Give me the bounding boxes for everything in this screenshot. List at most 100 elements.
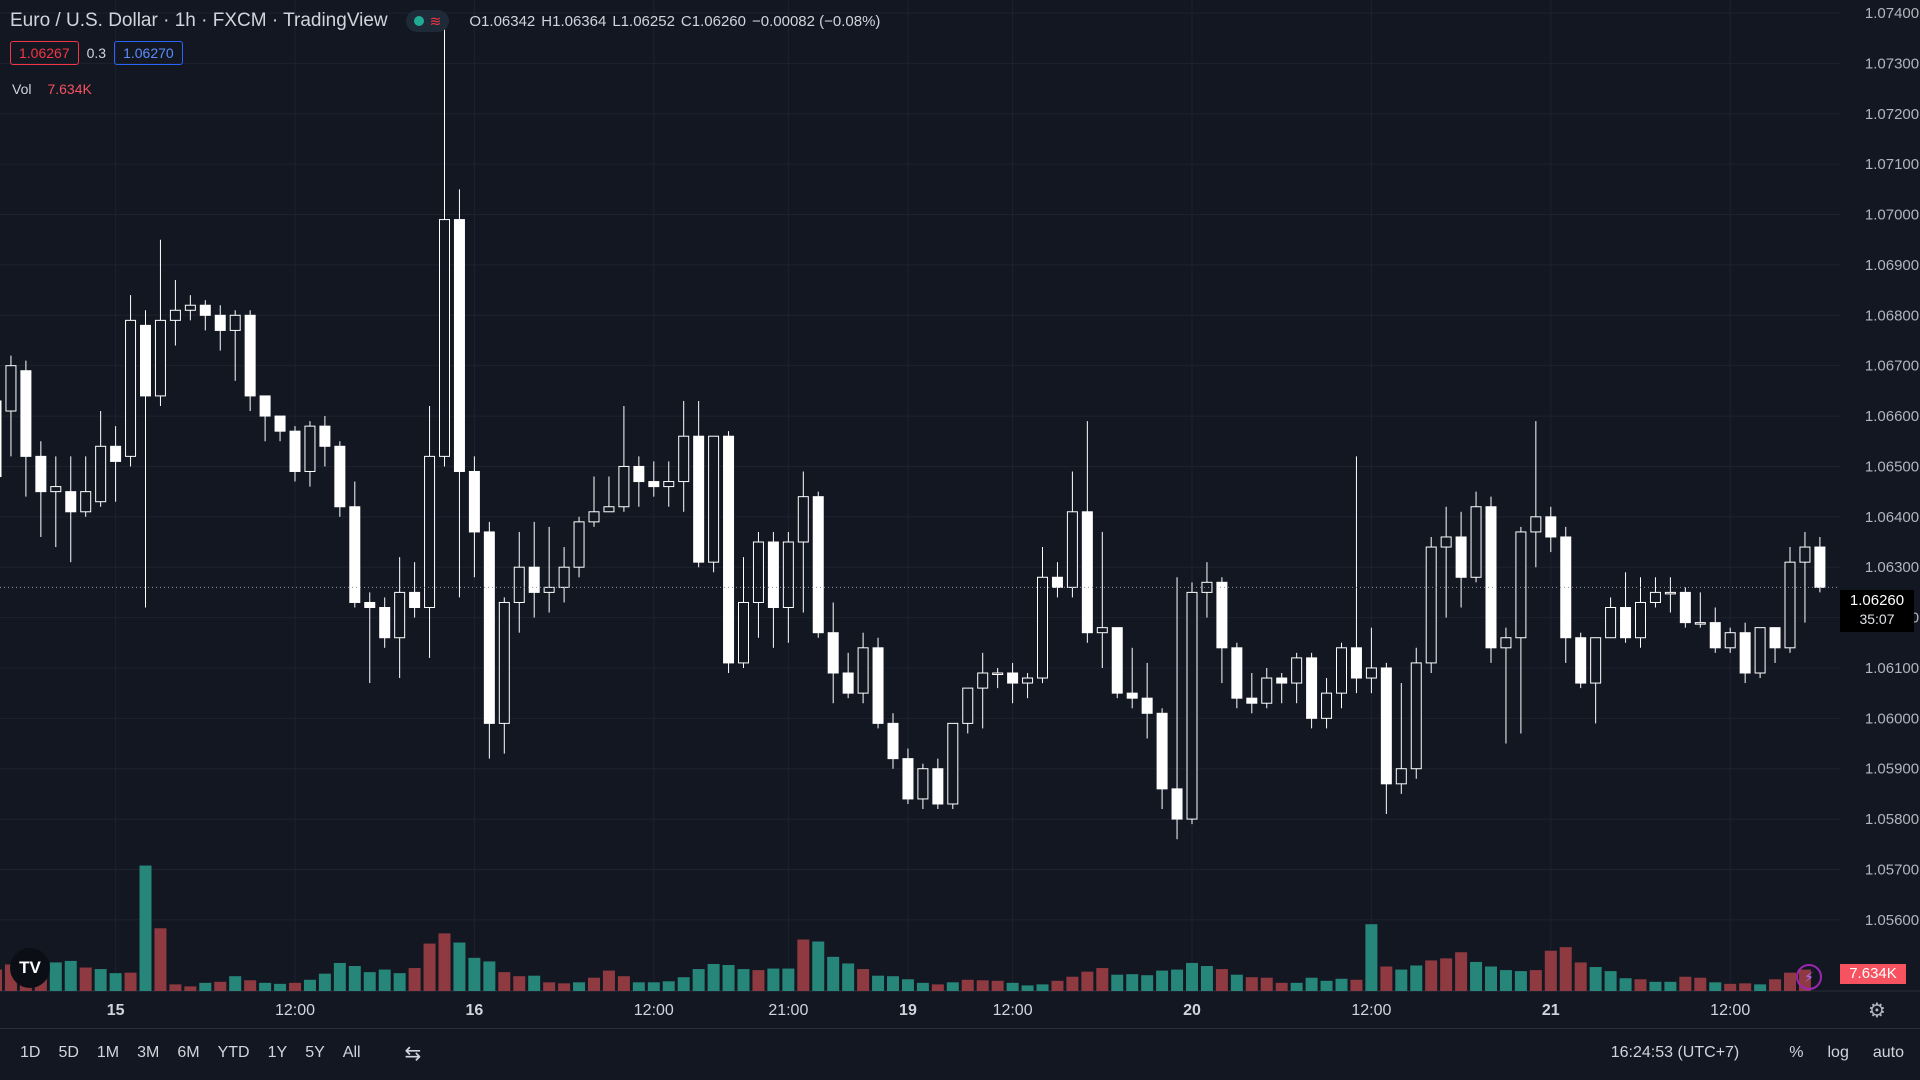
candle-body bbox=[1575, 637, 1587, 684]
volume-bar bbox=[617, 976, 630, 991]
range-button-6m[interactable]: 6M bbox=[177, 1044, 200, 1061]
price-chart[interactable]: 1.07400 1.07300 1.07200 1.07100 1.07000 1.069… bbox=[0, 0, 1920, 1028]
x-tick-label: 12:00 bbox=[1710, 1002, 1750, 1019]
range-button-1d[interactable]: 1D bbox=[20, 1044, 41, 1061]
candle-body bbox=[1321, 692, 1333, 719]
percent-scale-button[interactable]: % bbox=[1789, 1044, 1804, 1061]
ohlc-values: O1.06342 H1.06364 L1.06252 C1.06260 −0.0… bbox=[469, 13, 880, 30]
lightning-icon[interactable]: ⚡ bbox=[1796, 964, 1822, 990]
candle-body bbox=[1216, 581, 1228, 649]
gear-icon[interactable]: ⚙ bbox=[1868, 1000, 1886, 1022]
range-button-all[interactable]: All bbox=[342, 1044, 361, 1061]
candle-body bbox=[872, 647, 884, 724]
volume-bar bbox=[1036, 984, 1049, 991]
volume-bar bbox=[1499, 970, 1512, 991]
candle-body bbox=[1470, 506, 1482, 578]
candle-body bbox=[199, 304, 211, 316]
range-button-1y[interactable]: 1Y bbox=[267, 1044, 288, 1061]
volume-bar bbox=[901, 979, 914, 991]
candle-body bbox=[797, 496, 809, 543]
log-scale-button[interactable]: log bbox=[1827, 1044, 1849, 1061]
volume-bar bbox=[1230, 974, 1243, 991]
volume-bar bbox=[1649, 981, 1662, 991]
sell-button[interactable]: 1.06267 bbox=[10, 41, 79, 65]
range-button-5y[interactable]: 5Y bbox=[305, 1044, 325, 1061]
auto-scale-button[interactable]: auto bbox=[1872, 1044, 1904, 1061]
x-tick-label: 16 bbox=[466, 1002, 484, 1019]
go-to-date-icon[interactable]: ⇆ bbox=[404, 1042, 422, 1065]
range-button-1m[interactable]: 1M bbox=[96, 1044, 120, 1061]
candle-body bbox=[439, 219, 450, 457]
candle-body bbox=[962, 687, 974, 724]
candle-body bbox=[1425, 546, 1437, 664]
range-button-3m[interactable]: 3M bbox=[137, 1044, 160, 1061]
volume-bar bbox=[139, 865, 152, 991]
volume-legend[interactable]: Vol 7.634K bbox=[12, 81, 92, 97]
candle-body bbox=[1126, 692, 1138, 699]
volume-bar bbox=[1081, 971, 1094, 991]
candle-body bbox=[558, 566, 570, 588]
volume-bar bbox=[348, 966, 361, 991]
volume-bar bbox=[1066, 976, 1079, 991]
scale-tools: 16:24:53 (UTC+7) % log auto bbox=[1611, 1044, 1904, 1062]
y-tick-label: 1.06100 bbox=[1865, 660, 1919, 677]
candle-body bbox=[154, 319, 166, 397]
volume-bar bbox=[1529, 970, 1542, 991]
ohlc-close: C1.06260 bbox=[680, 12, 746, 30]
market-status-pill[interactable]: ≋ bbox=[405, 10, 450, 32]
buy-button[interactable]: 1.06270 bbox=[114, 41, 183, 65]
volume-bar bbox=[662, 981, 675, 991]
volume-bar bbox=[1470, 961, 1483, 991]
y-tick-label: 1.06900 bbox=[1865, 257, 1919, 274]
candle-body bbox=[1784, 561, 1796, 649]
candle-body bbox=[947, 722, 959, 805]
candle-body bbox=[1171, 788, 1183, 820]
candle-body bbox=[229, 314, 241, 331]
clock-timezone[interactable]: 16:24:53 (UTC+7) bbox=[1610, 1044, 1740, 1061]
volume-bar bbox=[767, 968, 780, 991]
volume-bar bbox=[797, 939, 810, 991]
y-tick-label: 1.06800 bbox=[1865, 307, 1919, 324]
volume-bar bbox=[124, 972, 137, 991]
x-tick-label: 12:00 bbox=[1351, 1002, 1391, 1019]
range-button-ytd[interactable]: YTD bbox=[217, 1044, 250, 1061]
candle-body bbox=[543, 586, 555, 593]
volume-bar bbox=[707, 963, 720, 991]
candle-body bbox=[424, 455, 436, 609]
symbol-title[interactable]: Euro / U.S. Dollar · 1h · FXCM · Trading… bbox=[10, 10, 388, 31]
candle-body bbox=[0, 400, 2, 478]
volume-bar bbox=[543, 982, 556, 991]
candle-body bbox=[1291, 657, 1303, 684]
volume-bar bbox=[887, 976, 899, 991]
volume-bar bbox=[453, 942, 466, 991]
candle-body bbox=[1724, 632, 1736, 649]
volume-bar bbox=[946, 982, 959, 991]
volume-bar bbox=[303, 979, 316, 991]
volume-bar bbox=[827, 956, 840, 991]
y-tick-label: 1.06300 bbox=[1865, 559, 1919, 576]
candle-body bbox=[95, 445, 107, 503]
tradingview-logo-icon[interactable]: TV bbox=[10, 948, 50, 988]
candle-body bbox=[1679, 591, 1691, 624]
candle-body bbox=[1051, 576, 1063, 588]
volume-bar bbox=[1290, 982, 1303, 991]
chart-legend: Euro / U.S. Dollar · 1h · FXCM · Trading… bbox=[10, 8, 880, 34]
volume-bar bbox=[1051, 980, 1064, 991]
volume-bar bbox=[363, 972, 376, 991]
volume-bar bbox=[1619, 978, 1632, 991]
volume-bar bbox=[573, 982, 586, 991]
volume-bar bbox=[79, 967, 92, 991]
candle-body bbox=[319, 425, 331, 447]
candle-body bbox=[1799, 546, 1811, 563]
y-tick-label: 1.07200 bbox=[1865, 106, 1919, 123]
candle-body bbox=[782, 541, 794, 609]
y-tick-label: 1.05600 bbox=[1865, 912, 1919, 929]
volume-bar bbox=[1305, 977, 1318, 991]
data-delay-wave-icon: ≋ bbox=[429, 12, 442, 29]
volume-bar bbox=[1784, 972, 1796, 991]
volume-bar bbox=[1559, 947, 1572, 991]
volume-bar bbox=[169, 984, 182, 991]
volume-bar bbox=[1769, 979, 1782, 991]
candle-body bbox=[1500, 637, 1512, 649]
range-button-5d[interactable]: 5D bbox=[58, 1044, 79, 1061]
